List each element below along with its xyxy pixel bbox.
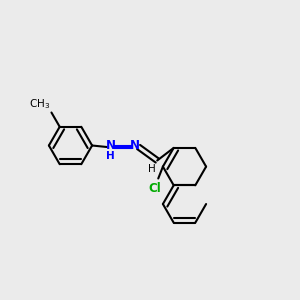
Text: Cl: Cl xyxy=(148,182,161,195)
Text: N: N xyxy=(130,139,140,152)
Text: N: N xyxy=(106,139,116,152)
Text: H: H xyxy=(106,151,115,161)
Text: H: H xyxy=(148,164,156,174)
Text: CH$_3$: CH$_3$ xyxy=(29,97,50,111)
